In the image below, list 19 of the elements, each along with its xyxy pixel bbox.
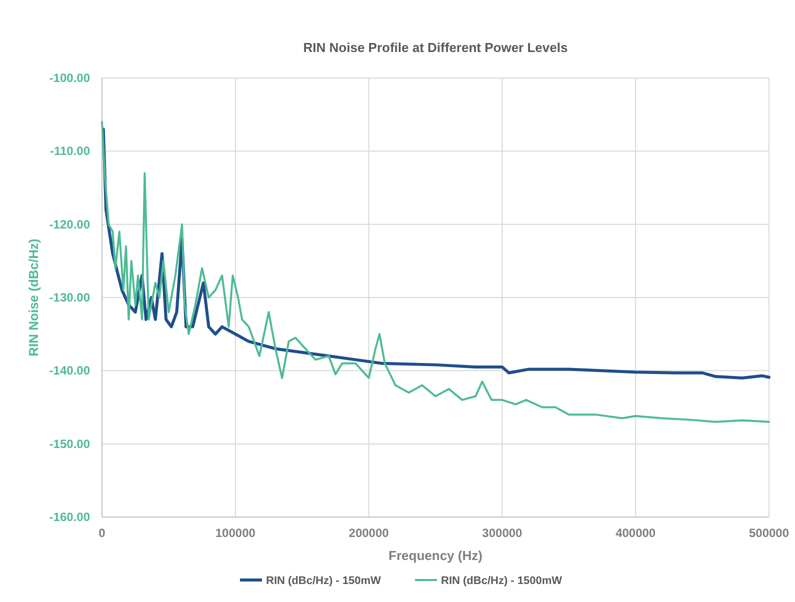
- y-tick-label: -150.00: [49, 436, 90, 451]
- x-tick-label: 0: [98, 526, 106, 540]
- x-axis-title: Frequency (Hz): [388, 548, 482, 563]
- y-tick-label: -120.00: [49, 217, 90, 232]
- x-tick-label: 500000: [748, 526, 790, 540]
- y-tick-label: -140.00: [49, 364, 90, 378]
- line-series: [101, 120, 770, 423]
- y-tick-label: -110.00: [50, 144, 90, 158]
- y-tick-label: -160.00: [49, 510, 90, 524]
- y-axis-title: RIN Noise (dBc/Hz): [26, 238, 41, 356]
- x-tick-label: 100000: [215, 526, 256, 540]
- x-tick-label: 300000: [482, 526, 523, 540]
- y-tick-label: -130.00: [49, 290, 90, 304]
- chart-title: RIN Noise Profile at Different Power Levels: [303, 40, 568, 55]
- legend-label: RIN (dBc/Hz) - 1500mW: [441, 575, 563, 587]
- legend-label: RIN (dBc/Hz) - 150mW: [266, 575, 382, 587]
- y-tick-label: -100.00: [49, 71, 90, 85]
- x-tick-label: 200000: [348, 526, 390, 540]
- x-tick-label: 400000: [616, 526, 656, 540]
